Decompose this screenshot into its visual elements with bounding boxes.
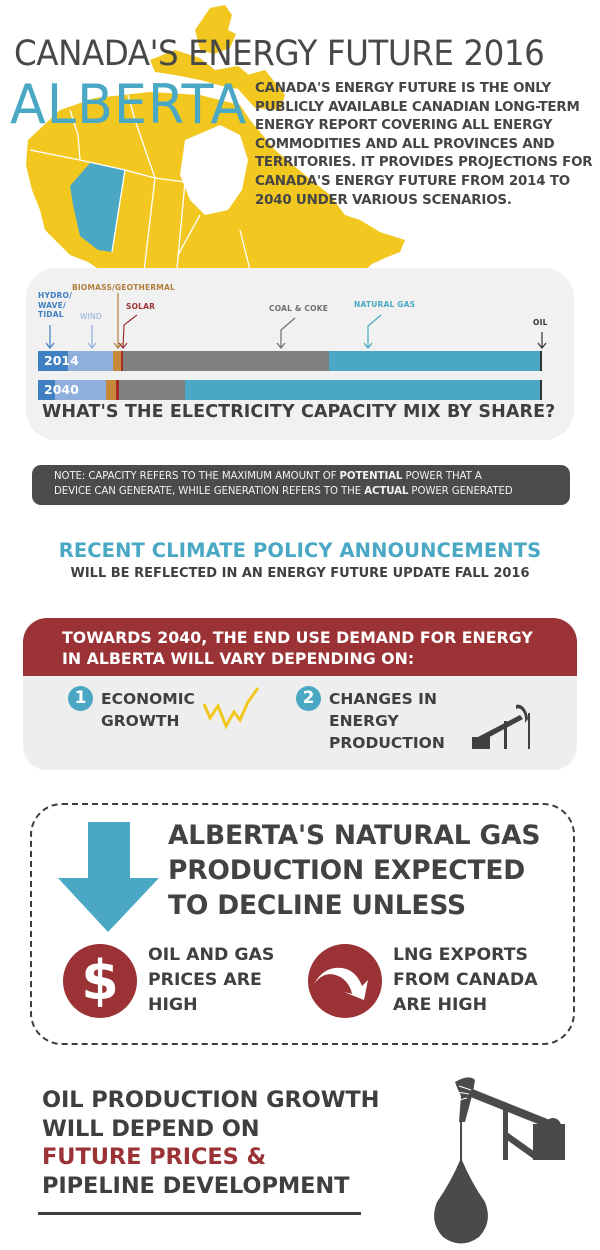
bar-2040 [38,380,542,400]
divider-line [38,1212,361,1215]
export-arrow-icon [308,944,382,1018]
seg-biomass-2014 [113,351,121,371]
label-gas: NATURAL GAS [354,300,416,309]
year-2014: 2014 [44,353,79,368]
label-coal: COAL & COKE [269,304,329,313]
label-biomass: BIOMASS/GEOTHERMAL [72,283,175,292]
dollar-icon: $ [63,944,137,1018]
seg-coal-2014 [123,351,329,371]
year-2040: 2040 [44,382,79,397]
callout-arrows [45,293,547,349]
seg-oil-2040 [540,380,542,400]
down-arrow-icon [58,822,158,932]
demand-item-economic-growth: ECONOMIC GROWTH [101,690,195,730]
capacity-note: NOTE: CAPACITY REFERS TO THE MAXIMUM AMO… [32,465,570,505]
seg-oil-2014 [540,351,542,371]
gas-title: ALBERTA'S NATURAL GAS PRODUCTION EXPECTED… [168,820,541,921]
alberta-highlight [70,163,125,252]
seg-solar-2040 [116,380,119,400]
climate-headline: RECENT CLIMATE POLICY ANNOUNCEMENTS [58,539,542,562]
demand-item-energy-production: CHANGES IN ENERGY PRODUCTION [329,690,445,752]
growth-zigzag-icon [202,687,260,730]
pumpjack-oil-drop-icon [434,1077,565,1244]
seg-wind-2014 [68,351,113,371]
label-hydro: HYDRO/WAVE/TIDAL [38,291,73,319]
intro-paragraph: CANADA'S ENERGY FUTURE IS THE ONLY PUBLI… [255,81,593,208]
gas-decline-box [30,803,575,1045]
page-title: CANADA'S ENERGY FUTURE 2016 [14,34,545,74]
label-wind: WIND [80,312,102,321]
climate-subline: WILL BE REFLECTED IN AN ENERGY FUTURE UP… [70,566,530,581]
seg-coal-2040 [119,380,185,400]
number-badge-1: 1 [68,686,93,711]
condition-lng-exports-high: LNG EXPORTS FROM CANADA ARE HIGH [393,945,538,1015]
province-title: ALBERTA [10,73,248,136]
demand-header-band [23,618,577,676]
label-solar: SOLAR [126,302,156,311]
seg-biomass-2040 [106,380,116,400]
number-badge-2: 2 [296,686,321,711]
chart-title: WHAT'S THE ELECTRICITY CAPACITY MIX BY S… [42,402,556,422]
seg-wind-2040 [55,380,106,400]
demand-title: TOWARDS 2040, THE END USE DEMAND FOR ENE… [62,628,533,668]
bar-2014 [38,351,542,371]
condition-prices-high: OIL AND GAS PRICES ARE HIGH [148,945,275,1015]
seg-gas-2014 [329,351,540,371]
pumpjack-icon [472,704,530,749]
seg-gas-2040 [185,380,540,400]
seg-hydro-2014 [38,351,68,371]
seg-hydro-2040 [38,380,55,400]
oil-production-statement: OIL PRODUCTION GROWTH WILL DEPEND ON FUT… [42,1087,380,1199]
seg-solar-2014 [121,351,123,371]
capacity-chart: HYDRO/WAVE/TIDAL WIND BIOMASS/GEOTHERMAL… [0,0,600,450]
label-oil: OIL [533,318,548,327]
